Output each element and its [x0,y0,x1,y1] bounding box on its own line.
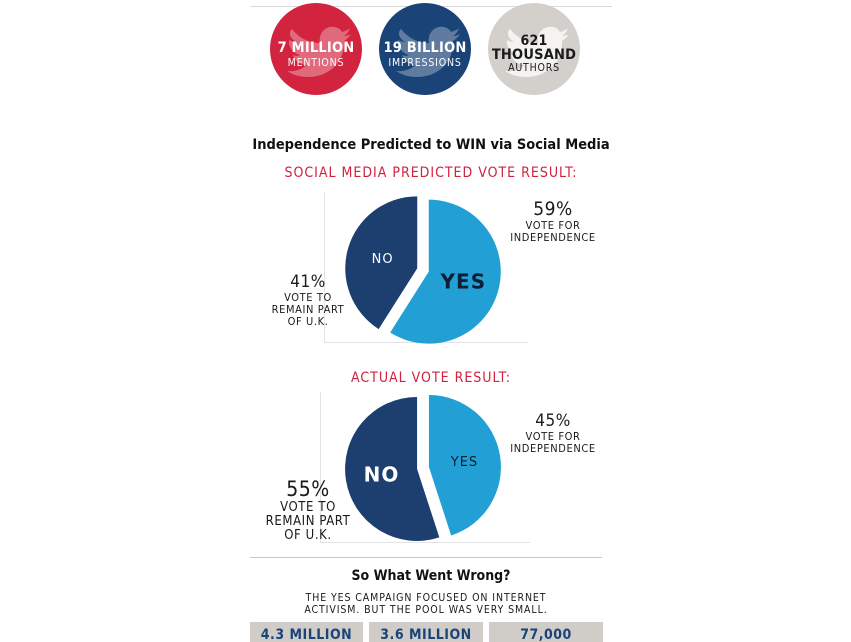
chart2-no-pct: 55% [286,477,330,501]
pie-label-no: NO [372,252,394,267]
pie-label-yes: YES [440,270,487,294]
chart2-frame-bottom [320,542,530,543]
chart2-no-annotation: 55% VOTE TO REMAIN PART OF U.K. [252,477,364,543]
impressions-value: 19 BILLION [383,40,467,56]
chart2-frame-left [320,392,321,542]
impressions-label: IMPRESSIONS [388,57,462,69]
authors-label: AUTHORS [508,62,560,74]
chart2-no-desc-2: REMAIN PART [265,514,351,529]
chart1-yes-pct: 59% [533,198,573,220]
chart1-no-desc-2: REMAIN PART [271,303,345,316]
chart1-frame-left [324,192,325,342]
mentions-value: 7 MILLION [277,40,355,56]
chart1-no-desc-1: VOTE TO [284,291,332,304]
actual-pie-chart: YES NO [345,395,501,541]
chart2-yes-desc-1: VOTE FOR [525,430,581,443]
bottom-stat-1: 4.3 MILLION [250,622,363,642]
chart2-no-desc-3: OF U.K. [284,528,332,543]
chart2-yes-desc-2: INDEPENDENCE [510,442,596,455]
chart2-yes-pct: 45% [535,411,571,431]
pie-label-no: NO [364,463,400,487]
chart2-title: ACTUAL VOTE RESULT: [350,370,512,386]
section-text-line2: ACTIVISM. BUT THE POOL WAS VERY SMALL. [304,604,548,616]
predicted-pie-chart: YES NO [345,196,501,344]
chart1-yes-desc-1: VOTE FOR [525,219,581,232]
authors-value-line1: 621 [520,33,548,49]
section-text-line1: THE YES CAMPAIGN FOCUSED ON INTERNET [305,592,547,604]
authors-value-line2: THOUSAND [491,47,577,63]
chart1-no-annotation: 41% VOTE TO REMAIN PART OF U.K. [258,272,358,328]
section-divider [250,557,602,558]
chart1-yes-annotation: 59% VOTE FOR INDEPENDENCE [494,198,612,244]
bottom-stat-3: 77,000 [489,622,603,642]
mentions-label: MENTIONS [287,57,345,69]
pie-slice-no [345,196,418,330]
chart2-no-desc-1: VOTE TO [280,500,336,515]
chart1-no-pct: 41% [290,272,326,292]
pie-slice-yes [390,199,501,344]
pie-label-yes: YES [450,455,478,470]
chart1-no-desc-3: OF U.K. [287,315,329,328]
bottom-stat-2: 3.6 MILLION [369,622,483,642]
twitter-bird-icon [396,26,460,78]
pie-slice-no [345,396,440,541]
headline: Independence Predicted to WIN via Social… [252,137,610,153]
twitter-bird-icon [505,26,569,78]
pie-slice-yes [428,395,501,536]
twitter-bird-icon [287,26,351,78]
mentions-badge: 7 MILLION MENTIONS [270,3,362,95]
chart1-title: SOCIAL MEDIA PREDICTED VOTE RESULT: [284,165,578,181]
section-title: So What Went Wrong? [351,568,511,584]
chart1-yes-desc-2: INDEPENDENCE [510,231,596,244]
impressions-badge: 19 BILLION IMPRESSIONS [379,3,471,95]
chart2-yes-annotation: 45% VOTE FOR INDEPENDENCE [496,411,610,455]
authors-badge: 621 THOUSAND AUTHORS [488,3,580,95]
